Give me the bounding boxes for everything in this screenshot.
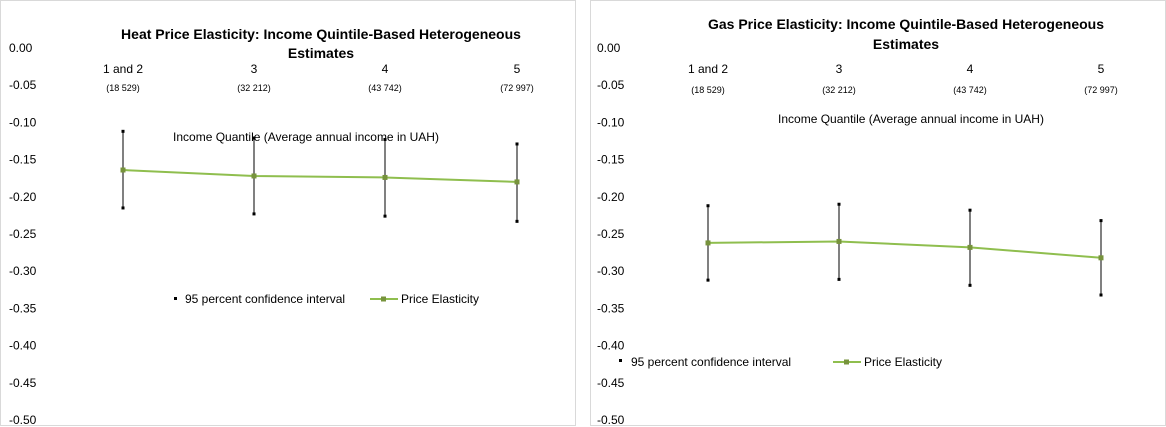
ci-lower-point [706, 278, 710, 282]
x-category-label: 1 and 2 [688, 62, 728, 76]
chart-title-line-1: Heat Price Elasticity: Income Quintile-B… [121, 26, 521, 42]
legend-ci-marker [619, 359, 622, 362]
legend-ci-marker [174, 297, 177, 300]
y-tick-label: -0.30 [597, 264, 625, 278]
y-tick-label: -0.10 [597, 115, 625, 129]
y-tick-label: -0.50 [597, 413, 625, 427]
x-category-income: (43 742) [953, 85, 987, 95]
ci-upper-point [383, 138, 387, 142]
chart-title-line-2: Estimates [873, 36, 939, 52]
legend-line-marker [381, 296, 386, 302]
ci-upper-point [968, 208, 972, 212]
ci-upper-point [121, 129, 125, 133]
x-category-income: (32 212) [237, 83, 271, 93]
y-tick-label: -0.40 [597, 339, 625, 353]
y-tick-label: -0.35 [9, 301, 37, 315]
x-axis-label: Income Quantile (Average annual income i… [173, 130, 439, 144]
legend-line-label: Price Elasticity [864, 355, 942, 369]
price-elasticity-point [705, 240, 711, 246]
x-category-income: (32 212) [822, 85, 856, 95]
x-category-income: (72 997) [500, 83, 534, 93]
x-category-label: 3 [251, 62, 258, 76]
price-elasticity-point [514, 179, 520, 185]
ci-lower-point [383, 214, 387, 218]
ci-upper-point [515, 142, 519, 146]
price-elasticity-point [967, 244, 973, 250]
ci-upper-point [837, 202, 841, 206]
y-tick-label: -0.20 [9, 190, 37, 204]
legend-ci-label: 95 percent confidence interval [631, 355, 791, 369]
legend: 95 percent confidence interval Price Ela… [619, 355, 942, 369]
x-category-income: (18 529) [106, 83, 140, 93]
y-tick-label: -0.25 [597, 227, 625, 241]
x-category-label: 3 [836, 62, 843, 76]
y-tick-label: -0.05 [9, 78, 37, 92]
ci-lower-point [968, 283, 972, 287]
y-tick-label: -0.45 [9, 376, 37, 390]
x-axis-label: Income Quantile (Average annual income i… [778, 112, 1044, 126]
price-elasticity-line [707, 240, 1102, 259]
price-elasticity-point [382, 174, 388, 180]
ci-lower-point [1099, 293, 1103, 297]
y-tick-label: -0.05 [597, 78, 625, 92]
y-tick-label: 0.00 [597, 41, 621, 55]
ci-upper-point [1099, 219, 1103, 223]
legend: 95 percent confidence interval Price Ela… [174, 292, 479, 306]
ci-lower-point [252, 212, 256, 216]
heat-chart-svg: Heat Price Elasticity: Income Quintile-B… [9, 26, 534, 427]
x-category-label: 1 and 2 [103, 62, 143, 76]
ci-lower-point [837, 277, 841, 281]
legend-line-label: Price Elasticity [401, 292, 479, 306]
legend-line-marker [844, 359, 849, 365]
y-tick-label: -0.10 [9, 115, 37, 129]
price-elasticity-point [120, 167, 126, 173]
gas-elasticity-chart: Gas Price Elasticity: Income Quintile-Ba… [590, 0, 1166, 427]
y-tick-label: -0.35 [597, 301, 625, 315]
price-elasticity-point [251, 173, 257, 179]
y-tick-label: 0.00 [9, 41, 33, 55]
y-tick-label: -0.15 [597, 153, 625, 167]
ci-lower-point [121, 206, 125, 210]
y-tick-label: -0.20 [597, 190, 625, 204]
chart-title-line-1: Gas Price Elasticity: Income Quintile-Ba… [708, 16, 1104, 32]
y-tick-label: -0.25 [9, 227, 37, 241]
x-category-label: 5 [1098, 62, 1105, 76]
y-tick-label: -0.30 [9, 264, 37, 278]
ci-upper-point [252, 136, 256, 140]
y-tick-label: -0.15 [9, 153, 37, 167]
x-category-label: 4 [382, 62, 389, 76]
price-elasticity-line [122, 169, 518, 183]
x-category-income: (72 997) [1084, 85, 1118, 95]
chart-title-line-2: Estimates [288, 45, 354, 61]
x-category-label: 5 [514, 62, 521, 76]
x-category-label: 4 [967, 62, 974, 76]
y-tick-label: -0.45 [597, 376, 625, 390]
heat-elasticity-chart: Heat Price Elasticity: Income Quintile-B… [0, 0, 576, 427]
ci-lower-point [515, 219, 519, 223]
y-tick-label: -0.40 [9, 339, 37, 353]
gas-chart-svg: Gas Price Elasticity: Income Quintile-Ba… [597, 16, 1118, 427]
price-elasticity-point [1098, 255, 1104, 261]
legend-ci-label: 95 percent confidence interval [185, 292, 345, 306]
ci-upper-point [706, 204, 710, 208]
y-tick-label: -0.50 [9, 413, 37, 427]
price-elasticity-point [836, 238, 842, 244]
x-category-income: (43 742) [368, 83, 402, 93]
x-category-income: (18 529) [691, 85, 725, 95]
